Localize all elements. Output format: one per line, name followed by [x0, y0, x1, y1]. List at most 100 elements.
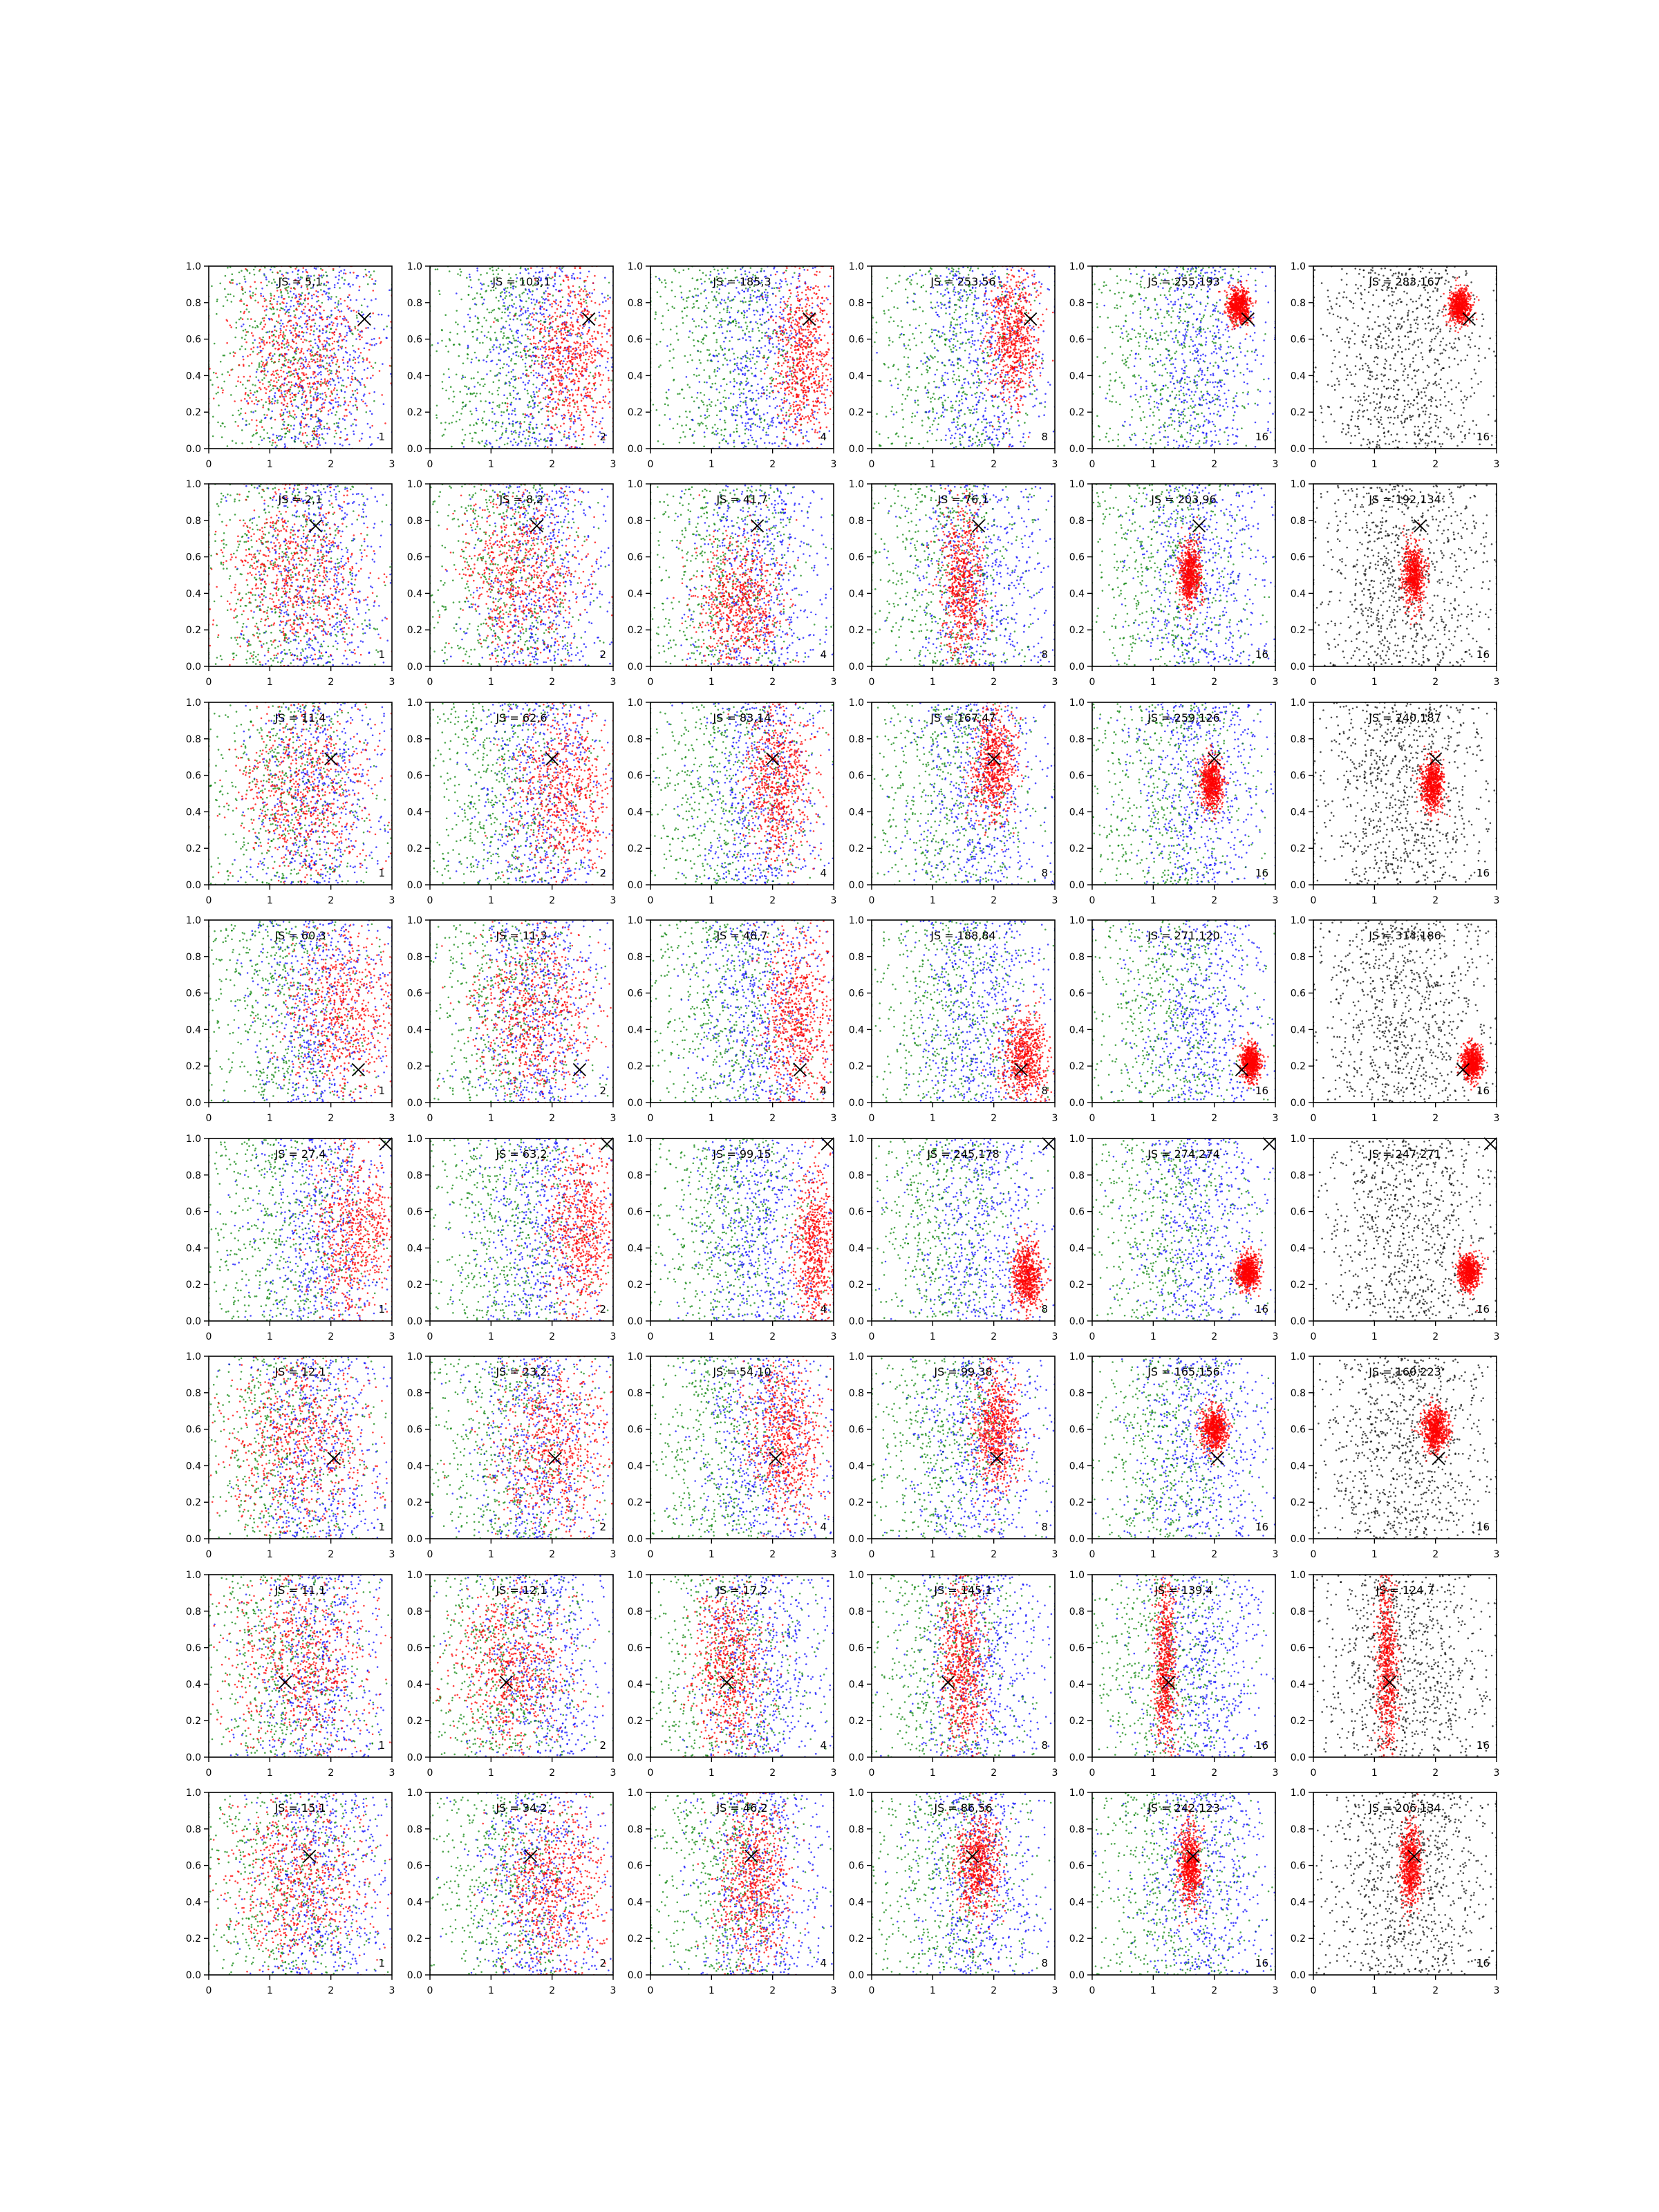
scatter-point	[386, 337, 388, 339]
scatter-point	[551, 306, 553, 308]
scatter-point	[312, 373, 315, 375]
scatter-point	[460, 413, 462, 415]
scatter-point	[534, 402, 536, 404]
scatter-point	[252, 295, 254, 297]
scatter-point	[534, 432, 536, 434]
scatter-point	[498, 404, 500, 406]
scatter-point	[309, 366, 311, 368]
scatter-point	[294, 436, 297, 438]
scatter-point	[509, 341, 511, 343]
scatter-point	[723, 272, 725, 274]
scatter-point	[596, 366, 598, 368]
scatter-point	[269, 391, 271, 393]
scatter-point	[764, 442, 766, 444]
scatter-point	[604, 310, 606, 312]
scatter-point	[757, 310, 759, 312]
scatter-point	[740, 362, 742, 364]
scatter-point	[695, 326, 697, 328]
scatter-point	[257, 400, 259, 402]
scatter-point	[705, 274, 707, 276]
scatter-point	[333, 334, 335, 336]
scatter-point	[299, 357, 301, 359]
scatter-point	[265, 309, 268, 311]
scatter-point	[563, 334, 565, 336]
scatter-point	[496, 440, 498, 442]
scatter-point	[767, 412, 769, 414]
scatter-point	[319, 312, 321, 314]
scatter-point	[520, 268, 522, 270]
scatter-point	[707, 359, 709, 362]
scatter-point	[286, 303, 288, 305]
scatter-point	[319, 422, 321, 424]
scatter-point	[233, 351, 235, 353]
scatter-point	[543, 308, 545, 310]
scatter-point	[700, 279, 702, 281]
scatter-point	[320, 371, 322, 373]
scatter-point	[699, 270, 701, 272]
scatter-point	[561, 440, 563, 442]
scatter-point	[672, 367, 674, 369]
scatter-point	[563, 401, 565, 403]
scatter-point	[753, 398, 755, 400]
scatter-point	[790, 429, 792, 431]
scatter-point	[753, 444, 756, 446]
scatter-point	[520, 352, 522, 354]
scatter-point	[509, 328, 512, 330]
scatter-point	[284, 393, 286, 395]
scatter-point	[768, 335, 770, 337]
scatter-point	[289, 412, 291, 414]
scatter-point	[759, 415, 761, 417]
scatter-point	[283, 302, 285, 304]
scatter-point	[722, 378, 724, 380]
scatter-point	[355, 299, 357, 301]
scatter-point	[315, 268, 317, 270]
scatter-point	[666, 303, 668, 305]
scatter-point	[292, 324, 294, 326]
scatter-point	[583, 427, 585, 429]
scatter-point	[664, 414, 666, 416]
scatter-point	[477, 317, 479, 319]
scatter-point	[664, 279, 666, 281]
scatter-point	[592, 420, 594, 422]
scatter-point	[527, 268, 529, 270]
scatter-point	[273, 279, 275, 281]
scatter-point	[572, 330, 574, 332]
scatter-point	[320, 268, 322, 270]
scatter-point	[765, 302, 767, 304]
scatter-point	[538, 321, 540, 323]
scatter-point	[608, 370, 610, 372]
scatter-point	[483, 411, 485, 413]
scatter-point	[332, 343, 334, 345]
scatter-point	[588, 311, 590, 313]
scatter-point	[758, 356, 760, 358]
scatter-point	[517, 421, 519, 423]
scatter-point	[812, 319, 814, 321]
scatter-point	[763, 355, 765, 357]
scatter-point	[305, 361, 307, 363]
scatter-point	[558, 431, 560, 433]
scatter-point	[567, 405, 569, 407]
scatter-point	[601, 293, 603, 295]
scatter-point	[278, 315, 280, 317]
scatter-point	[240, 413, 242, 415]
scatter-point	[733, 414, 735, 416]
scatter-point	[312, 315, 314, 317]
scatter-point	[283, 421, 285, 423]
scatter-point	[265, 359, 268, 361]
scatter-point	[735, 419, 737, 421]
scatter-point	[329, 350, 331, 352]
scatter-point	[567, 444, 569, 447]
scatter-point	[592, 341, 594, 343]
scatter-point	[568, 305, 570, 307]
scatter-point	[528, 355, 530, 357]
scatter-point	[290, 394, 292, 396]
scatter-point	[806, 368, 808, 371]
scatter-point	[778, 290, 780, 292]
scatter-point	[545, 298, 547, 300]
scatter-point	[594, 374, 597, 376]
scatter-point	[744, 355, 747, 357]
scatter-point	[814, 337, 816, 339]
scatter-point	[743, 317, 745, 319]
scatter-point	[592, 375, 594, 377]
scatter-point	[748, 442, 750, 444]
